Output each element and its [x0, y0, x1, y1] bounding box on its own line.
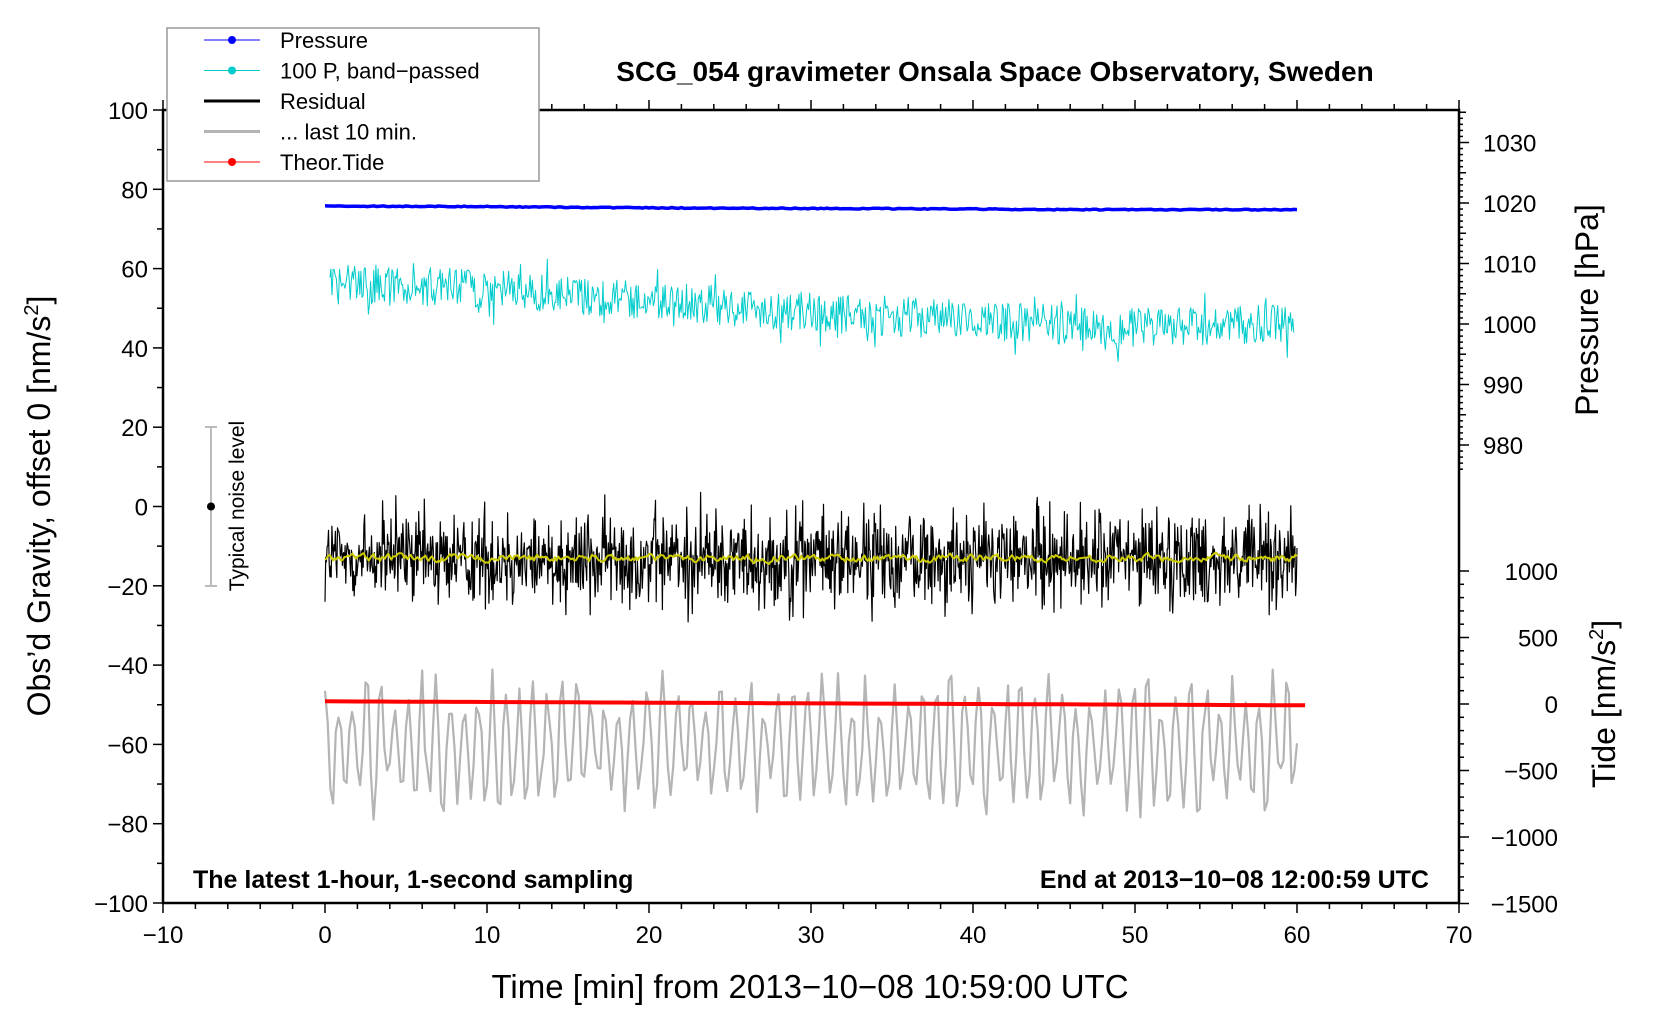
pressure-tick-label: 1020 [1483, 191, 1536, 218]
noise-center-marker [207, 502, 215, 511]
plot-frame [161, 108, 1461, 905]
noise-level-label: Typical noise level [226, 421, 249, 591]
legend-item: Theor.Tide [204, 150, 384, 175]
series-pressure [324, 204, 1298, 212]
data-series [323, 204, 1306, 821]
x-tick-label: 20 [636, 922, 663, 949]
legend-label: Pressure [280, 28, 368, 53]
tide-axis-label: Tide [nm/s2] [1586, 620, 1622, 788]
pressure-tick-label: 980 [1483, 433, 1523, 460]
x-tick-label: 0 [318, 922, 331, 949]
y-tick-label: −60 [107, 732, 148, 759]
x-tick-label: 70 [1446, 922, 1473, 949]
y-tick-label: −100 [94, 891, 148, 918]
pressure-axis-label: Pressure [hPa] [1569, 204, 1605, 416]
x-tick-label: 10 [474, 922, 501, 949]
legend-marker [228, 36, 236, 44]
y-tick-label: 60 [121, 257, 148, 284]
series-last-10-min [323, 668, 1299, 821]
legend-label: ... last 10 min. [280, 120, 417, 145]
legend-item: Residual [204, 89, 366, 114]
series-pressure-bandpassed [329, 258, 1295, 362]
series-theoretical-tide [324, 699, 1306, 708]
tide-tick-label: −1000 [1491, 825, 1558, 852]
legend-marker [228, 66, 236, 75]
x-tick-label: 50 [1122, 922, 1149, 949]
legend-marker [228, 158, 236, 166]
y-tick-label: −80 [107, 812, 148, 839]
legend-label: 100 P, band−passed [280, 59, 480, 84]
annotation-end-time: End at 2013−10−08 12:00:59 UTC [1040, 866, 1429, 894]
tide-tick-label: 0 [1545, 692, 1558, 719]
legend-item: Pressure [204, 28, 368, 53]
tide-tick-label: 500 [1518, 626, 1558, 653]
x-tick-label: 60 [1284, 922, 1311, 949]
x-tick-label: 40 [960, 922, 987, 949]
series-residual-smoothed [324, 551, 1298, 565]
legend-label: Residual [280, 89, 366, 114]
pressure-tick-label: 990 [1483, 373, 1523, 400]
pressure-tick-label: 1030 [1483, 131, 1536, 158]
tide-tick-label: −1500 [1491, 892, 1558, 919]
tide-tick-label: 1000 [1505, 559, 1558, 586]
tide-tick-label: −500 [1504, 759, 1558, 786]
y-tick-label: 80 [121, 177, 148, 204]
legend-item: 100 P, band−passed [204, 59, 480, 84]
y-tick-label: 20 [121, 415, 148, 442]
legend-label: Theor.Tide [280, 150, 384, 175]
axis-ticks: −10 0 10 20 30 40 50 60 70100806040200−20−40−60−… [94, 98, 1558, 949]
y-tick-label: −20 [107, 574, 148, 601]
y-tick-label: 100 [108, 98, 148, 125]
x-tick-label: 30 [798, 922, 825, 949]
x-tick-label: −10 [143, 922, 184, 949]
chart-title: SCG_054 gravimeter Onsala Space Observat… [616, 56, 1373, 87]
pressure-tick-label: 1010 [1483, 252, 1536, 279]
x-axis-label: Time [min] from 2013−10−08 10:59:00 UTC [491, 968, 1128, 1005]
legend: Pressure 100 P, band−passed Residual ... la… [166, 27, 540, 182]
annotation-sampling: The latest 1-hour, 1-second sampling [193, 866, 633, 894]
y-tick-label: 40 [121, 336, 148, 363]
y-tick-label: 0 [135, 495, 148, 522]
pressure-tick-label: 1000 [1483, 312, 1536, 339]
y-tick-label: −40 [107, 653, 148, 680]
noise-level-indicator: Typical noise level [205, 421, 249, 591]
legend-item: ... last 10 min. [204, 120, 417, 145]
y-axis-label: Obs’d Gravity, offset 0 [nm/s2] [21, 296, 57, 717]
